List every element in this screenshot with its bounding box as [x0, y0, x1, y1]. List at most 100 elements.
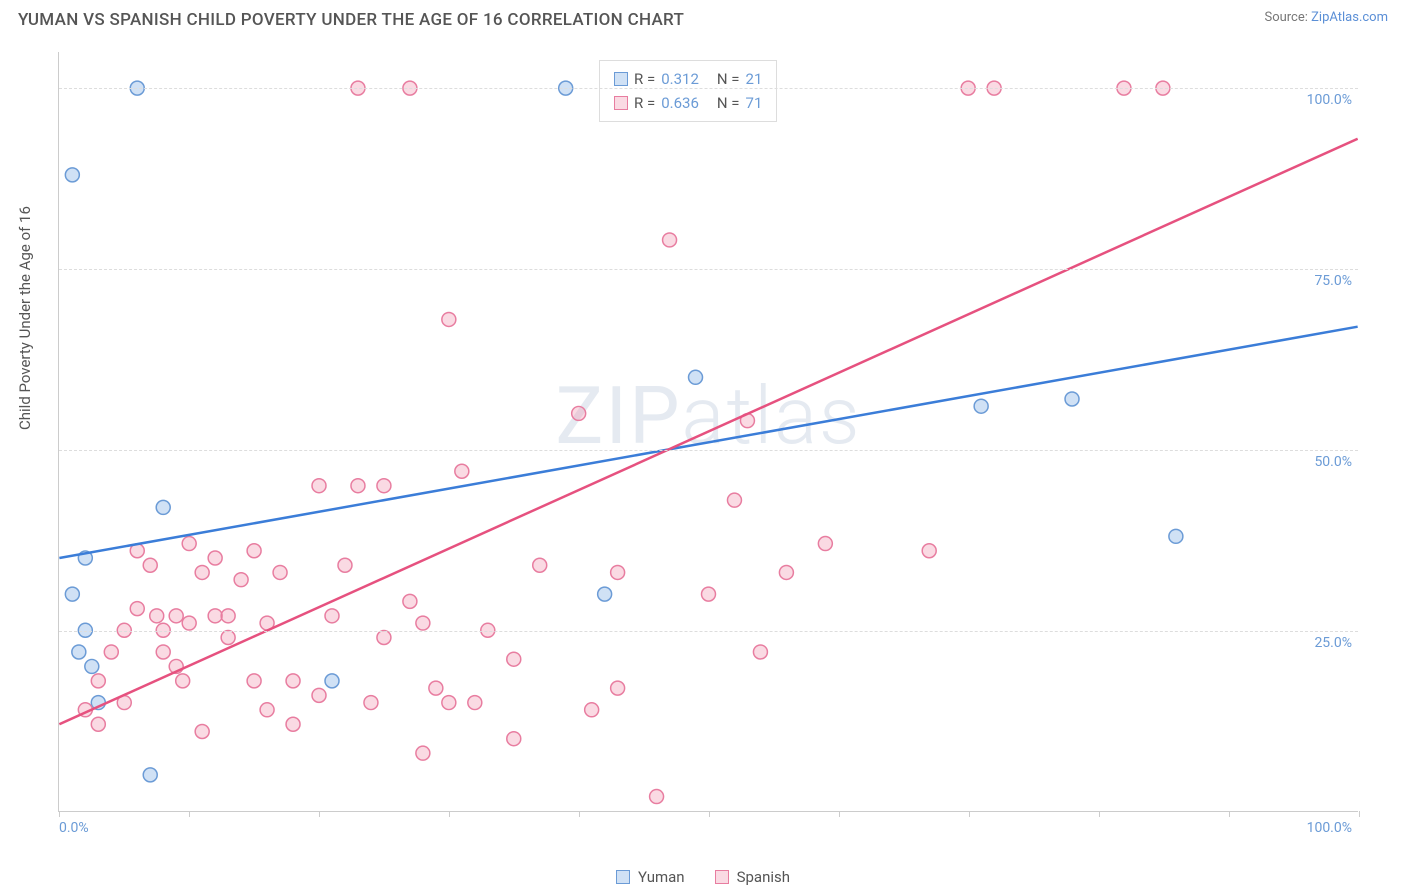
scatter-point [364, 696, 378, 710]
scatter-point [176, 674, 190, 688]
scatter-point [351, 479, 365, 493]
legend-item: Spanish [715, 868, 790, 886]
scatter-point [150, 609, 164, 623]
legend-item: Yuman [616, 868, 685, 886]
scatter-point [377, 479, 391, 493]
scatter-point [182, 537, 196, 551]
scatter-point [130, 544, 144, 558]
plot-region: ZIPatlas R = 0.312N = 21R = 0.636N = 71 … [58, 52, 1358, 812]
scatter-point [403, 594, 417, 608]
scatter-point [598, 587, 612, 601]
scatter-point [85, 659, 99, 673]
scatter-point [740, 414, 754, 428]
legend-n-value: 71 [746, 91, 763, 115]
gridline [59, 269, 1358, 270]
scatter-point [611, 565, 625, 579]
x-tick [839, 811, 840, 817]
scatter-point [572, 406, 586, 420]
scatter-point [1169, 529, 1183, 543]
legend-label: Yuman [638, 868, 685, 886]
scatter-point [156, 645, 170, 659]
source-link[interactable]: ZipAtlas.com [1311, 10, 1388, 25]
x-tick [1229, 811, 1230, 817]
correlation-legend: R = 0.312N = 21R = 0.636N = 71 [599, 60, 777, 122]
scatter-point [104, 645, 118, 659]
scatter-point [663, 233, 677, 247]
scatter-point [753, 645, 767, 659]
x-tick-label: 0.0% [59, 820, 89, 836]
x-tick [449, 811, 450, 817]
legend-r-value: 0.636 [661, 91, 699, 115]
scatter-point [922, 544, 936, 558]
scatter-point [974, 399, 988, 413]
legend-label: Spanish [737, 868, 790, 886]
y-axis-label: Child Poverty Under the Age of 16 [16, 206, 34, 430]
y-tick-label: 75.0% [1314, 273, 1352, 289]
scatter-point [91, 696, 105, 710]
scatter-point [156, 500, 170, 514]
scatter-point [338, 558, 352, 572]
scatter-point [78, 703, 92, 717]
x-tick [579, 811, 580, 817]
chart-title: YUMAN VS SPANISH CHILD POVERTY UNDER THE… [18, 10, 684, 30]
scatter-point [286, 674, 300, 688]
scatter-point [416, 746, 430, 760]
scatter-point [273, 565, 287, 579]
header: YUMAN VS SPANISH CHILD POVERTY UNDER THE… [0, 0, 1406, 36]
scatter-point [208, 609, 222, 623]
scatter-point [72, 645, 86, 659]
legend-row: R = 0.636 N = 71 [614, 91, 762, 115]
scatter-point [429, 681, 443, 695]
series-legend: Yuman Spanish [0, 868, 1406, 886]
scatter-point [689, 370, 703, 384]
source-prefix: Source: [1264, 10, 1311, 25]
scatter-point [221, 631, 235, 645]
scatter-point [312, 688, 326, 702]
scatter-point [91, 717, 105, 731]
source-attribution: Source: ZipAtlas.com [1264, 10, 1388, 25]
gridline [59, 631, 1358, 632]
x-tick [1099, 811, 1100, 817]
scatter-point [91, 674, 105, 688]
legend-swatch [616, 870, 630, 884]
y-tick-label: 50.0% [1314, 454, 1352, 470]
scatter-point [325, 609, 339, 623]
scatter-point [585, 703, 599, 717]
scatter-point [182, 616, 196, 630]
scatter-point [468, 696, 482, 710]
scatter-point [65, 587, 79, 601]
y-tick-label: 100.0% [1307, 92, 1352, 108]
scatter-point [78, 551, 92, 565]
scatter-point [650, 790, 664, 804]
x-tick [319, 811, 320, 817]
scatter-point [325, 674, 339, 688]
scatter-point [234, 573, 248, 587]
scatter-point [611, 681, 625, 695]
scatter-point [727, 493, 741, 507]
scatter-point [208, 551, 222, 565]
legend-swatch [614, 72, 628, 86]
scatter-point [286, 717, 300, 731]
scatter-point [260, 616, 274, 630]
scatter-point [377, 631, 391, 645]
regression-line [59, 139, 1357, 725]
scatter-point [533, 558, 547, 572]
y-tick-label: 25.0% [1314, 635, 1352, 651]
scatter-point [702, 587, 716, 601]
x-tick [59, 811, 60, 817]
scatter-point [247, 544, 261, 558]
gridline [59, 450, 1358, 451]
scatter-point [442, 312, 456, 326]
scatter-point [143, 768, 157, 782]
gridline [59, 88, 1358, 89]
chart-svg [59, 52, 1358, 811]
scatter-point [169, 609, 183, 623]
scatter-point [442, 696, 456, 710]
legend-n-label: N = [717, 91, 740, 115]
x-tick [1359, 811, 1360, 817]
scatter-point [507, 732, 521, 746]
scatter-point [260, 703, 274, 717]
chart-area: ZIPatlas R = 0.312N = 21R = 0.636N = 71 … [50, 52, 1390, 812]
legend-r-label: R = [634, 91, 655, 115]
scatter-point [221, 609, 235, 623]
